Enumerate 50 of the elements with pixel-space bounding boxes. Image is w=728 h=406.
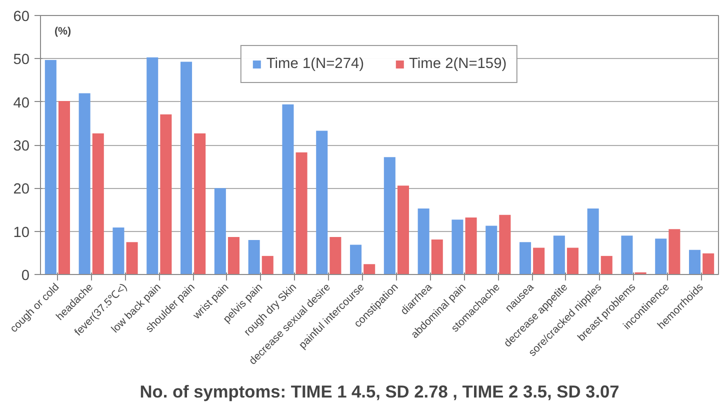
bar: [533, 248, 545, 274]
bar: [600, 256, 612, 274]
bar: [452, 220, 464, 274]
y-tick-label: 50: [13, 52, 30, 68]
bar: [146, 57, 158, 274]
bar: [214, 188, 226, 274]
bar: [44, 60, 56, 274]
y-axis-title: (%): [54, 26, 72, 38]
bar: [262, 256, 274, 274]
bar: [194, 133, 206, 274]
bar: [92, 133, 104, 274]
y-tick-label: 10: [13, 224, 30, 241]
bar: [520, 242, 532, 274]
y-tick-label: 60: [13, 9, 30, 25]
bar: [350, 244, 362, 274]
bar: [180, 62, 192, 274]
bar: [689, 250, 701, 274]
bar: [296, 152, 308, 274]
bar: [112, 227, 124, 274]
bar: [418, 208, 430, 274]
bar: [282, 104, 294, 274]
bar: [499, 214, 511, 274]
bar: [58, 100, 70, 274]
bar: [397, 186, 409, 274]
bar: [248, 240, 260, 274]
bar: [78, 93, 90, 274]
bar: [587, 208, 599, 274]
bar: [655, 238, 667, 274]
bar: [431, 240, 443, 274]
bar: [668, 229, 680, 274]
bar: [126, 242, 138, 274]
bar: [330, 236, 342, 274]
text: No. of symptoms: TIME 1 4.5, SD 2.78 , TIME 2 3.5, SD 3.07: [140, 382, 620, 402]
y-tick-label: 30: [13, 138, 30, 154]
bar: [621, 236, 633, 274]
y-tick-label: 20: [13, 182, 30, 198]
bar: [702, 253, 714, 274]
bar: [384, 157, 396, 274]
legend-label: Time 2(N=159): [409, 56, 507, 72]
bar: [160, 114, 172, 274]
bar: [316, 130, 328, 274]
y-tick-label: 40: [13, 95, 30, 112]
y-tick-label: 0: [21, 268, 30, 284]
bar: [364, 264, 376, 274]
bar: [465, 218, 477, 274]
bar: [566, 248, 578, 274]
legend-label: Time 1(N=274): [266, 56, 364, 72]
bar: [228, 236, 240, 274]
bar: [553, 236, 565, 274]
bar: [486, 226, 498, 274]
